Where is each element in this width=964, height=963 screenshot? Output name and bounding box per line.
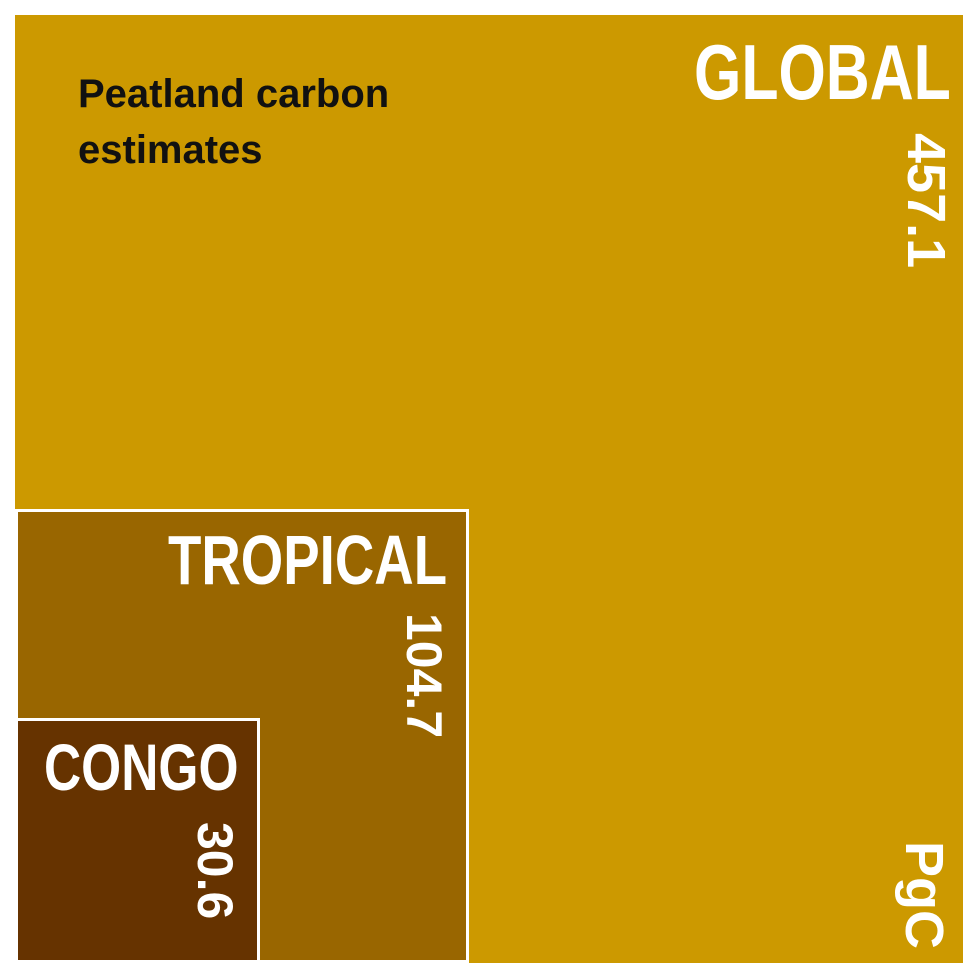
label-congo-name: CONGO — [43, 730, 238, 804]
label-global-value: 457.1 — [896, 133, 956, 269]
label-global-name: GLOBAL — [694, 28, 951, 116]
unit-label: PgC — [894, 841, 954, 949]
label-congo-value: 30.6 — [187, 822, 243, 920]
square-congo — [15, 718, 260, 963]
label-tropical-value: 104.7 — [396, 613, 452, 739]
chart-title: Peatland carbon estimates — [78, 72, 390, 172]
label-tropical-name: TROPICAL — [167, 521, 447, 599]
